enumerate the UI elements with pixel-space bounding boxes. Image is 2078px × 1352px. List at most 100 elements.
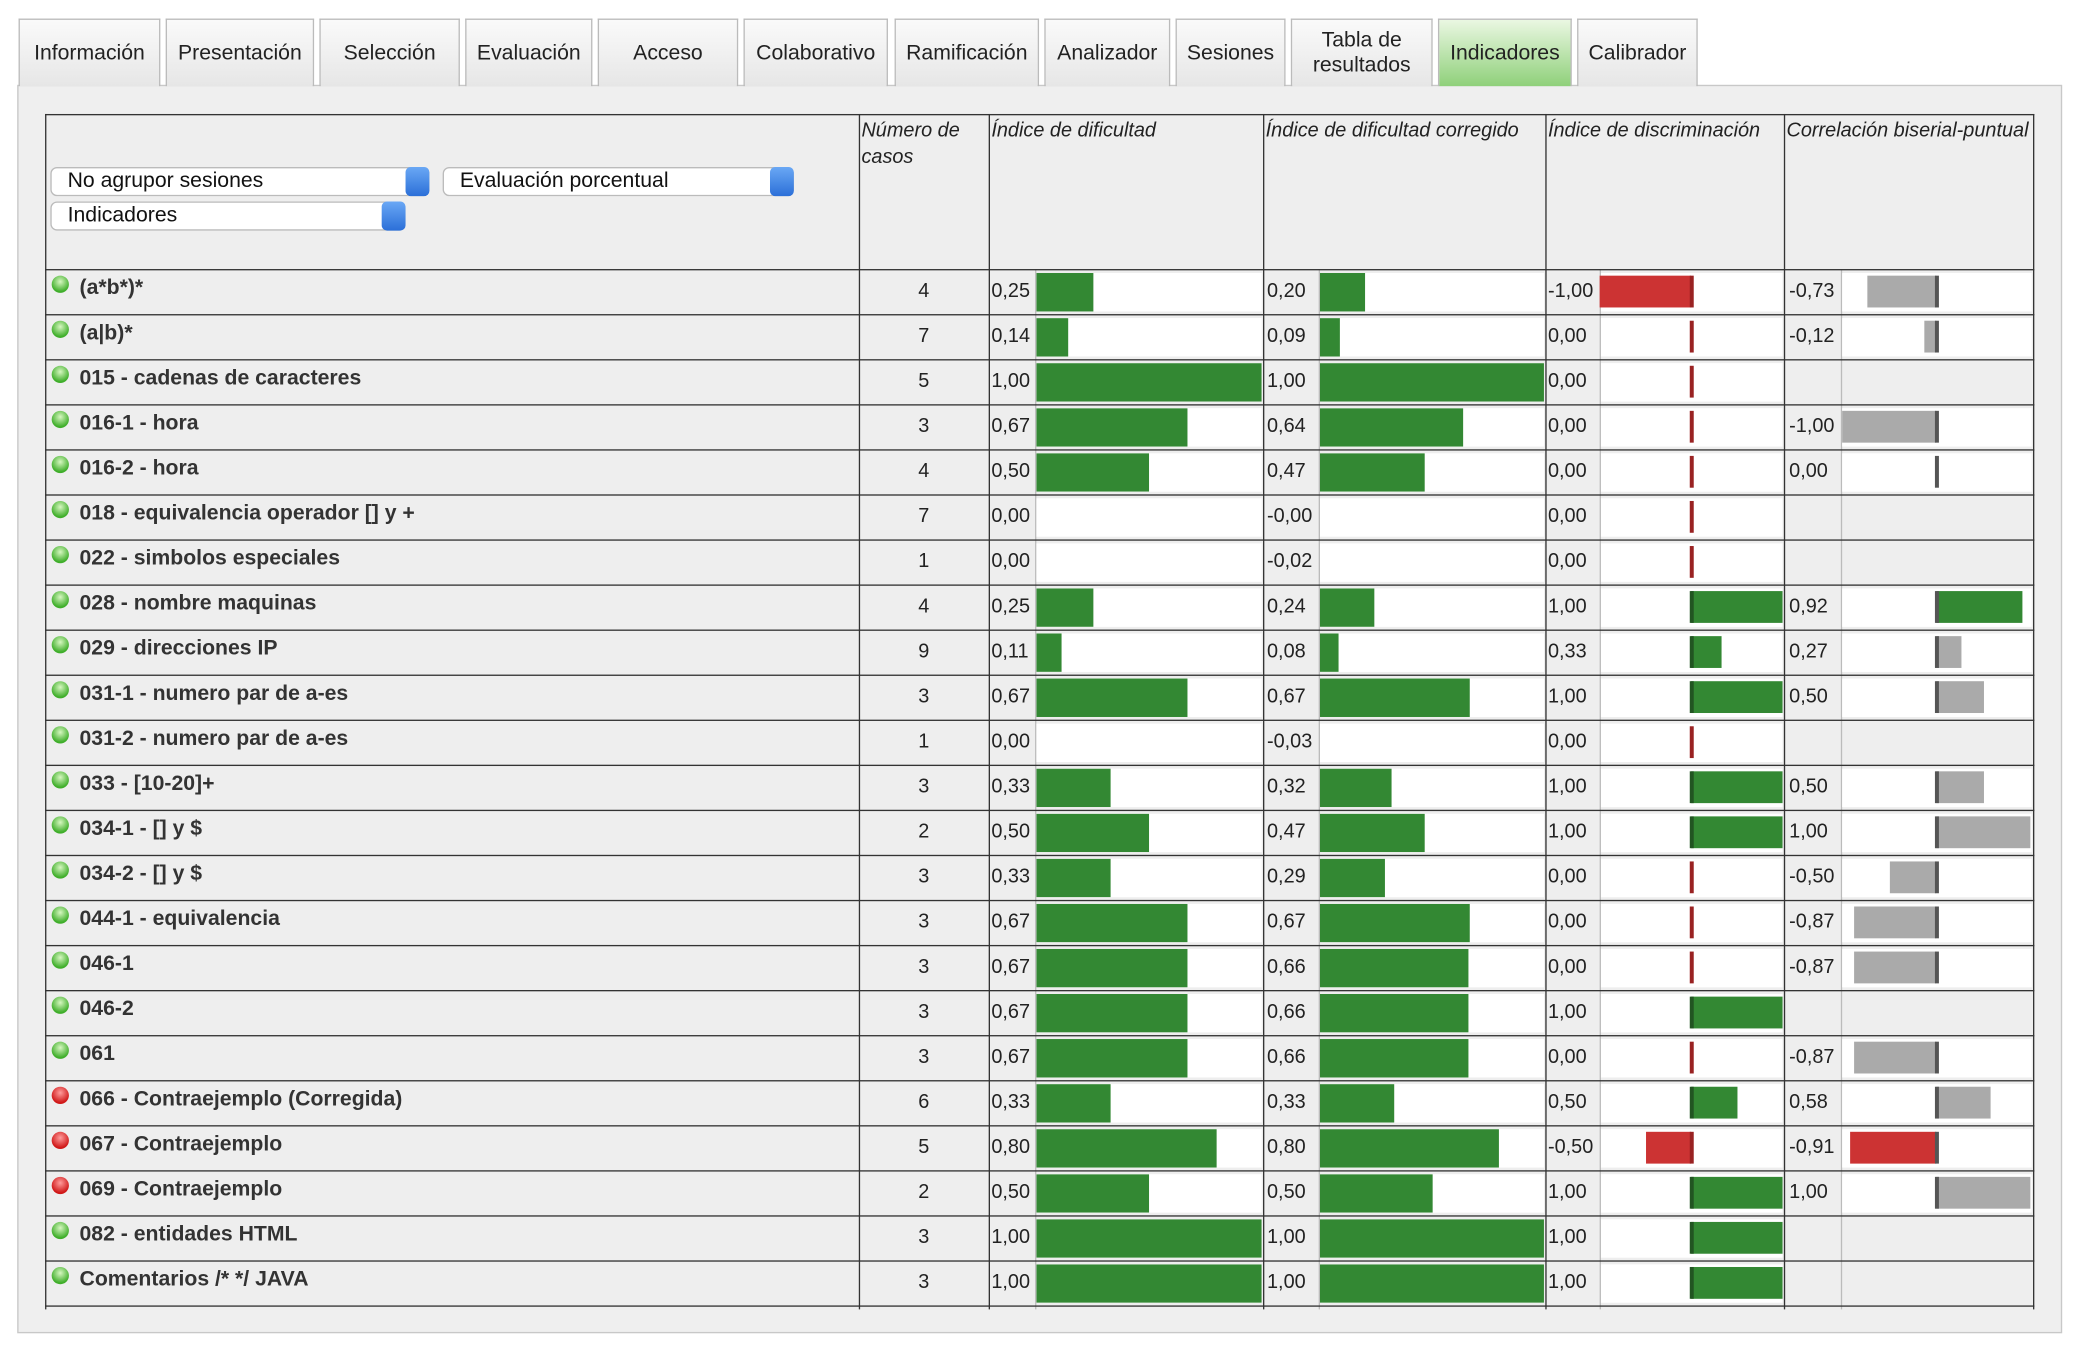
difficulty-bar [1036, 408, 1188, 447]
difficulty-label: 0,67 [991, 910, 1031, 934]
item-name: 046-2 [79, 997, 134, 1021]
tab[interactable]: Analizador [1044, 18, 1171, 87]
bar-track [1036, 633, 1262, 672]
corrected-label: 0,64 [1266, 414, 1306, 438]
row-line [45, 359, 2035, 361]
status-indicator [51, 1176, 69, 1195]
discrimination-bar [1691, 1086, 1737, 1119]
bar-track [1319, 993, 1544, 1033]
zero-marker [1934, 1086, 1939, 1119]
difficulty-bar [1036, 273, 1093, 312]
row-line [45, 1215, 2035, 1217]
cases: 3 [918, 1000, 930, 1024]
status-indicator [51, 816, 69, 834]
corrected-bar [1319, 1084, 1394, 1123]
zero-marker [1689, 410, 1694, 443]
zero-marker [1689, 1221, 1694, 1254]
discrimination-label: 1,00 [1547, 1180, 1587, 1204]
corrected-bar [1319, 1174, 1432, 1213]
discrimination-bar [1691, 771, 1783, 804]
zero-marker [1689, 771, 1694, 804]
difficulty-label: 1,00 [991, 1270, 1031, 1294]
zero-marker [1689, 365, 1694, 398]
zero-marker [1934, 591, 1939, 623]
correlation-bar [1936, 591, 2023, 623]
tab[interactable]: Acceso [597, 18, 739, 87]
bar-track [1036, 948, 1262, 988]
row-line [45, 764, 2035, 767]
dropdown-arrow [405, 166, 430, 197]
correlation-label: -1,00 [1789, 414, 1835, 438]
tab[interactable]: Sesiones [1175, 18, 1286, 87]
discrimination-label: 1,00 [1547, 1270, 1587, 1294]
correlation-label: -0,87 [1789, 955, 1835, 979]
row-line [45, 494, 2035, 496]
bar-track [1319, 678, 1544, 717]
row-line [45, 944, 2035, 947]
tab[interactable]: Evaluación [465, 18, 593, 87]
corrected-label: 0,29 [1266, 865, 1306, 888]
bar-track [1319, 1039, 1544, 1078]
corrected-bar [1319, 273, 1365, 312]
corrected-label: 0,24 [1266, 595, 1306, 618]
corrected-bar [1319, 1039, 1468, 1078]
bar-track [1319, 1174, 1544, 1213]
tab[interactable]: Presentación [165, 18, 315, 87]
bar-track [1319, 633, 1544, 672]
tab[interactable]: Ramificación [894, 18, 1040, 87]
discrimination-label: 0,50 [1547, 1090, 1587, 1114]
correlation-label: -0,50 [1789, 865, 1835, 888]
correlation-bar [1936, 816, 2031, 849]
corrected-bar [1319, 948, 1468, 988]
dropdown[interactable]: No agrupor sesiones [50, 166, 430, 197]
difficulty-label: 0,67 [991, 685, 1031, 708]
discrimination-label: 0,00 [1547, 504, 1587, 528]
row-line [45, 899, 2035, 902]
corrected-bar [1319, 1264, 1544, 1303]
zero-marker [1689, 906, 1694, 939]
bar-track [1036, 813, 1262, 853]
item-name: 046-1 [79, 952, 134, 976]
cases: 2 [918, 1180, 930, 1204]
correlation-bar [1936, 636, 1962, 668]
discrimination-label: -1,00 [1547, 279, 1594, 303]
column-header: Índice de discriminación [1547, 119, 1761, 142]
bar-track [1036, 1129, 1262, 1168]
item-name: Comentarios /* */ JAVA [79, 1268, 309, 1291]
difficulty-label: 0,50 [991, 820, 1031, 843]
row-line [45, 1125, 2035, 1127]
zero-marker [1689, 455, 1694, 488]
dropdown[interactable]: Evaluación porcentual [442, 166, 794, 197]
correlation-label: 0,58 [1789, 1090, 1828, 1114]
bar-track [1036, 363, 1262, 402]
tab[interactable]: Indicadores [1437, 18, 1572, 87]
cases: 6 [918, 1090, 930, 1114]
zero-marker [1934, 861, 1939, 894]
correlation-label: -0,87 [1789, 910, 1835, 934]
status-indicator [51, 726, 69, 744]
tab[interactable]: Información [18, 18, 161, 87]
tab[interactable]: Calibrador [1577, 18, 1698, 87]
zero-marker [1689, 1086, 1694, 1119]
row-line [45, 584, 2035, 586]
dropdown[interactable]: Indicadores [50, 201, 406, 231]
bar-track [1036, 903, 1262, 943]
bar-track [1319, 858, 1544, 898]
item-name: 029 - direcciones IP [79, 637, 278, 660]
correlation-label: 0,50 [1789, 775, 1828, 798]
zero-marker [1934, 636, 1939, 668]
difficulty-bar [1036, 678, 1188, 717]
corrected-label: 0,80 [1266, 1135, 1306, 1159]
bar-track [1319, 588, 1544, 627]
tab[interactable]: Tabla de resultados [1290, 18, 1433, 87]
tab[interactable]: Colaborativo [743, 18, 888, 87]
tab[interactable]: Selección [319, 18, 460, 87]
zero-marker [1689, 1041, 1694, 1074]
row-line [45, 539, 2035, 541]
correlation-bar [1936, 1086, 1991, 1119]
column-line [1263, 113, 1265, 1310]
row-line [45, 314, 2035, 316]
corrected-label: 1,00 [1266, 369, 1306, 393]
